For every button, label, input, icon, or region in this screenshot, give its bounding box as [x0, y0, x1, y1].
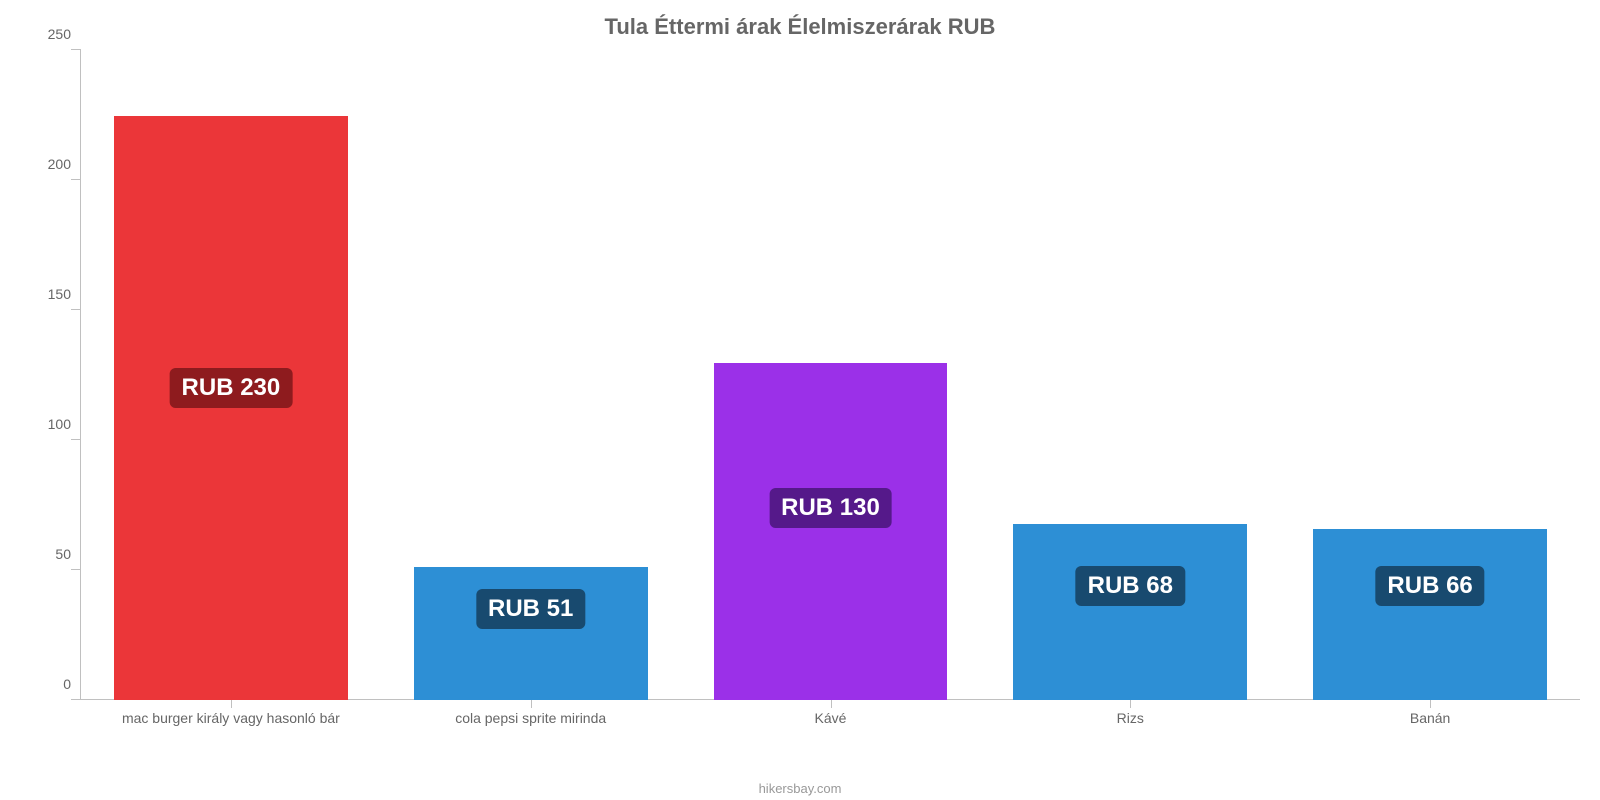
y-tick: [71, 699, 81, 700]
bar: [1313, 529, 1547, 700]
bar: [114, 116, 348, 700]
bar-value-badge: RUB 68: [1076, 566, 1185, 606]
y-tick: [71, 309, 81, 310]
y-tick-label: 150: [31, 286, 71, 302]
y-tick: [71, 439, 81, 440]
chart-title: Tula Éttermi árak Élelmiszerárak RUB: [0, 0, 1600, 46]
x-category-label: Rizs: [1117, 710, 1144, 726]
x-tick: [231, 700, 232, 708]
y-tick: [71, 49, 81, 50]
y-tick: [71, 179, 81, 180]
y-tick-label: 100: [31, 416, 71, 432]
bar-value-badge: RUB 51: [476, 589, 585, 629]
y-tick: [71, 569, 81, 570]
y-tick-label: 0: [31, 676, 71, 692]
plot-area: RUB 230RUB 51RUB 130RUB 68RUB 66 0501001…: [80, 50, 1580, 700]
x-tick: [1430, 700, 1431, 708]
bar: [414, 567, 648, 700]
x-tick: [1130, 700, 1131, 708]
x-tick: [831, 700, 832, 708]
bar-value-badge: RUB 66: [1375, 566, 1484, 606]
plot-wrap: RUB 230RUB 51RUB 130RUB 68RUB 66 0501001…: [60, 50, 1580, 740]
y-tick-label: 200: [31, 156, 71, 172]
x-category-label: cola pepsi sprite mirinda: [455, 710, 606, 726]
x-category-label: Kávé: [815, 710, 847, 726]
y-tick-label: 250: [31, 26, 71, 42]
bar: [714, 363, 948, 700]
bar: [1013, 524, 1247, 700]
x-tick: [531, 700, 532, 708]
x-category-label: Banán: [1410, 710, 1450, 726]
bar-value-badge: RUB 230: [170, 368, 293, 408]
bar-value-badge: RUB 130: [769, 488, 892, 528]
x-category-label: mac burger király vagy hasonló bár: [122, 710, 340, 726]
y-tick-label: 50: [31, 546, 71, 562]
source-label: hikersbay.com: [0, 781, 1600, 796]
bars-layer: RUB 230 RUB 51 RUB 130 RUB 68 RUB 66: [81, 50, 1580, 700]
